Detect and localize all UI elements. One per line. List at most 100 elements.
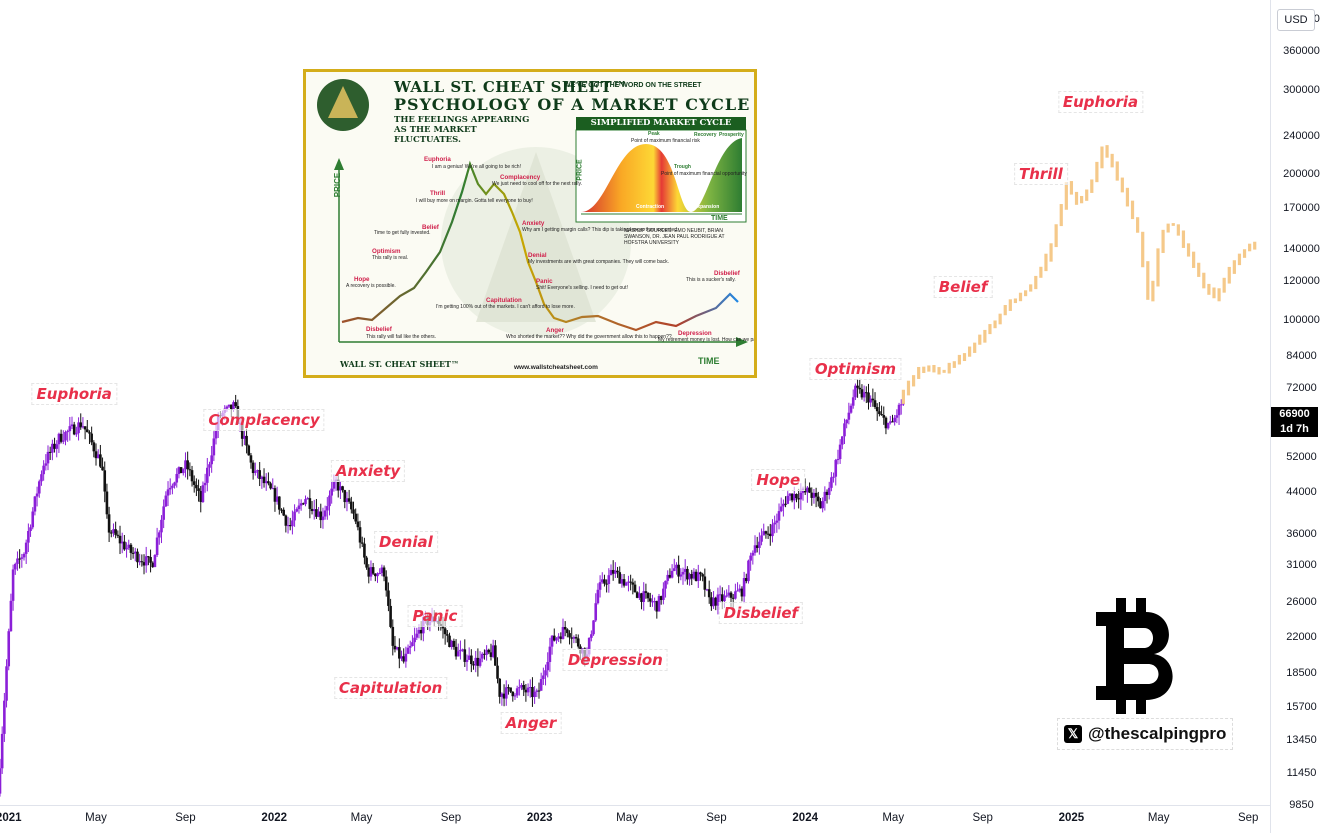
candle-up xyxy=(306,498,309,500)
candle-up xyxy=(232,402,235,410)
candle-up xyxy=(7,631,11,667)
candle-down xyxy=(731,597,735,599)
candle-down xyxy=(825,491,829,495)
projection-bar xyxy=(1242,249,1247,258)
candle-up xyxy=(491,645,495,657)
candle-down xyxy=(644,591,648,593)
candle-up xyxy=(718,594,722,596)
candle-up xyxy=(299,503,303,506)
candle-up xyxy=(747,560,750,582)
author-handle: 𝕏 @thescalpingpro xyxy=(1057,718,1234,750)
stage-name: Panic xyxy=(536,278,553,285)
candle-up xyxy=(369,567,373,577)
stage-name: Disbelief xyxy=(714,270,740,277)
phase-label: Panic xyxy=(407,604,463,627)
stage-quote: This rally will fail like the others. xyxy=(366,334,437,340)
candle-up xyxy=(500,693,504,697)
candle-up xyxy=(376,573,379,577)
candle-down xyxy=(659,596,663,601)
candle-up xyxy=(16,558,19,564)
candle-down xyxy=(865,392,868,394)
candle-up xyxy=(328,495,331,507)
candle-down xyxy=(336,479,340,491)
candle-up xyxy=(332,481,336,489)
candle-down xyxy=(356,521,360,528)
candle-down xyxy=(744,578,748,582)
candle-down xyxy=(354,513,357,522)
projection-bar xyxy=(1156,248,1160,287)
simplified-cycle-header: SIMPLIFIED MARKET CYCLE xyxy=(576,117,746,130)
candle-down xyxy=(190,470,194,482)
projection-bar xyxy=(1105,145,1109,158)
candle-down xyxy=(867,392,870,403)
candle-down xyxy=(131,552,135,554)
candle-down xyxy=(234,402,237,407)
candle-down xyxy=(860,389,864,398)
candle-up xyxy=(155,537,159,555)
candle-down xyxy=(856,385,859,388)
candle-down xyxy=(605,583,608,585)
projection-bar xyxy=(1207,283,1211,295)
candle-up xyxy=(688,573,691,580)
currency-label[interactable]: USD xyxy=(1277,9,1315,31)
candle-down xyxy=(537,690,541,692)
candle-down xyxy=(315,509,318,517)
candle-up xyxy=(127,544,131,548)
time-tick-label: 2022 xyxy=(261,812,288,824)
projection-bar xyxy=(1095,161,1099,183)
stage-name: Disbelief xyxy=(366,326,392,333)
candle-series xyxy=(0,378,905,797)
price-chart[interactable] xyxy=(0,0,1270,805)
projection-bar xyxy=(1059,204,1063,227)
candle-down xyxy=(247,445,251,456)
candle-down xyxy=(707,589,711,598)
candle-up xyxy=(225,406,229,409)
candle-up xyxy=(736,590,739,592)
candle-down xyxy=(509,687,512,692)
candle-down xyxy=(197,488,200,492)
candle-down xyxy=(703,576,707,590)
price-tick-label: 140000 xyxy=(1283,243,1320,256)
candle-up xyxy=(55,444,59,449)
market-cycle-infographic: WALL ST. CHEAT SHEET™ WE'VE GOT THE WORD… xyxy=(303,69,757,378)
phase-label: Hope xyxy=(751,468,806,491)
candle-up xyxy=(672,568,676,571)
projection-bar xyxy=(1069,181,1074,195)
candle-down xyxy=(694,571,698,581)
stage-quote: My investments are with great companies.… xyxy=(528,259,670,265)
candle-down xyxy=(803,488,807,493)
candle-down xyxy=(871,398,875,401)
candle-up xyxy=(201,485,205,503)
candle-down xyxy=(186,460,189,470)
candle-up xyxy=(705,589,709,591)
candle-up xyxy=(830,477,833,488)
candle-up xyxy=(138,561,141,563)
candle-up xyxy=(166,489,170,496)
candle-down xyxy=(48,451,52,453)
candle-up xyxy=(312,509,316,512)
candle-down xyxy=(18,558,21,560)
trough-desc: Point of maximum financial opportunity xyxy=(661,171,747,177)
projection-bar xyxy=(983,329,987,343)
projection-bar xyxy=(1161,229,1165,253)
candle-down xyxy=(284,515,288,526)
candle-down xyxy=(88,432,91,434)
candle-down xyxy=(603,579,606,584)
candle-up xyxy=(897,404,901,416)
candle-down xyxy=(808,487,811,493)
time-axis[interactable]: 2021 May Sep 2022 May Sep 2023 May Sep 2024 May Sep… xyxy=(0,805,1270,834)
candle-down xyxy=(123,541,126,550)
candle-up xyxy=(734,591,737,599)
candle-up xyxy=(210,455,213,465)
infographic-footer: WALL ST. CHEAT SHEET™ xyxy=(340,359,459,369)
candle-up xyxy=(607,575,611,585)
candle-down xyxy=(729,592,733,598)
projection-bar xyxy=(1034,275,1038,290)
price-tick-label: 300000 xyxy=(1283,83,1320,96)
candle-up xyxy=(788,493,792,496)
candle-up xyxy=(286,525,290,527)
candle-down xyxy=(755,545,759,548)
candle-up xyxy=(13,563,17,570)
candle-up xyxy=(339,486,342,491)
candle-up xyxy=(304,499,307,505)
